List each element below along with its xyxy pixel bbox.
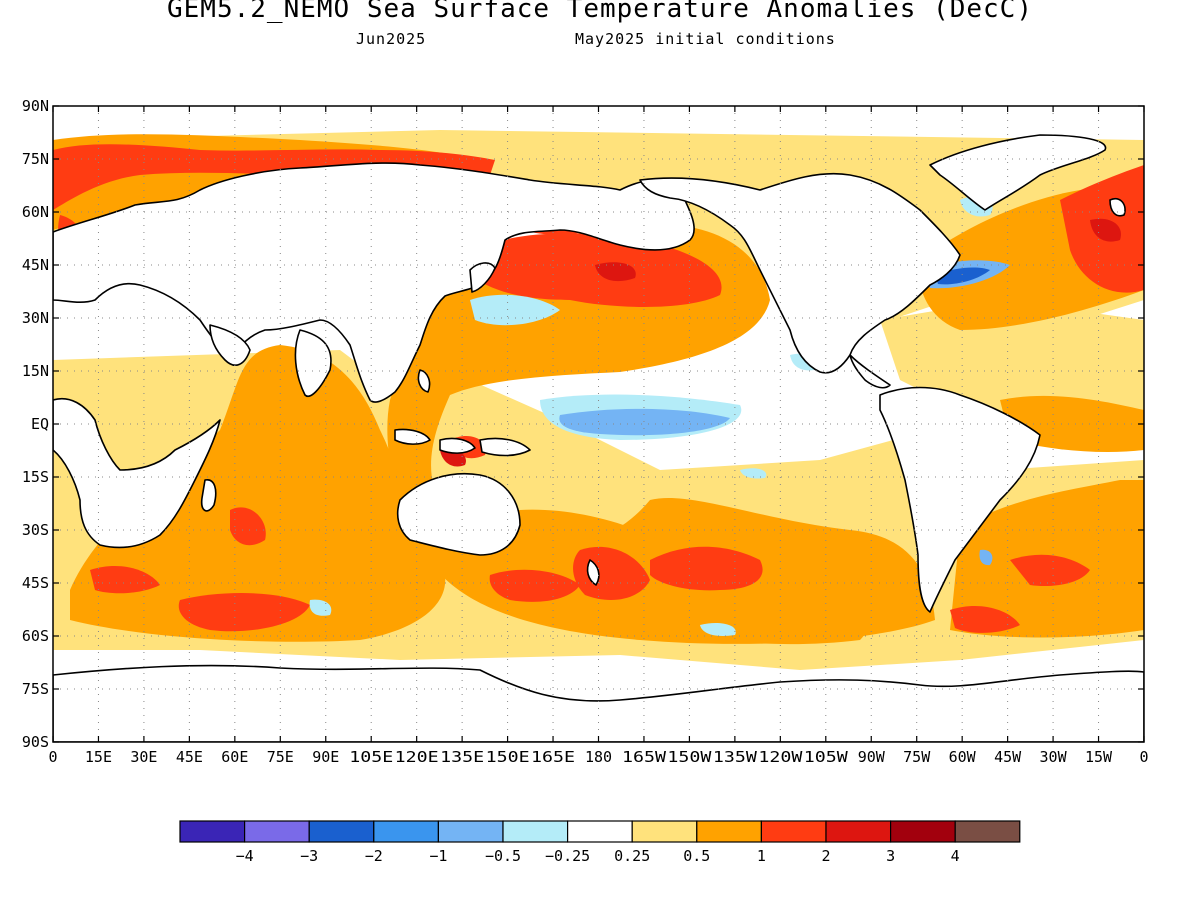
map-title: GEM5.2_NEMO Sea Surface Temperature Anom… [167, 0, 1033, 24]
lat-tick-label: 45N [22, 256, 49, 274]
lat-tick-label: 45S [22, 574, 49, 592]
colorbar-swatch [889, 820, 956, 843]
lon-tick-label: 30W [1040, 748, 1068, 766]
lon-tick-label: 0 [48, 748, 57, 766]
lat-tick-label: 60N [22, 203, 49, 221]
lon-tick-label: 150E [486, 748, 530, 766]
lon-tick-label: 180 [585, 748, 612, 766]
colorbar-swatch [437, 820, 504, 843]
lat-tick-label: 90S [22, 733, 49, 751]
lat-tick-label: EQ [31, 415, 49, 433]
forecast-month: Jun2025 [356, 30, 427, 48]
lat-tick-label: 75N [22, 150, 49, 168]
colorbar-swatch [244, 820, 310, 843]
colorbar-swatch [825, 820, 892, 843]
lon-tick-label: 135E [440, 748, 484, 766]
lon-tick-label: 0 [1139, 748, 1148, 766]
lon-tick-label: 165W [622, 748, 667, 766]
colorbar-swatch [631, 820, 698, 843]
lat-tick-label: 15S [22, 468, 49, 486]
colorbar-label: 0.5 [683, 847, 710, 865]
colorbar-label: −0.25 [545, 847, 590, 865]
lon-tick-label: 75E [267, 748, 294, 766]
lon-tick-label: 30E [130, 748, 157, 766]
lon-tick-label: 45E [176, 748, 203, 766]
lon-tick-label: 105W [804, 748, 849, 766]
lat-tick-label: 30S [22, 521, 49, 539]
colorbar-swatch [308, 820, 375, 843]
colorbar-label: 1 [757, 847, 766, 865]
lon-tick-label: 15E [85, 748, 112, 766]
colorbar: −4 −3 −2 −1 −0.5 −0.25 0.25 0.5 1 2 3 4 [179, 820, 1021, 865]
lon-tick-label: 75W [903, 748, 931, 766]
lon-tick-label: 165E [531, 748, 575, 766]
colorbar-label: 4 [951, 847, 960, 865]
colorbar-swatch [760, 820, 827, 843]
colorbar-label: 0.25 [614, 847, 650, 865]
colorbar-swatch [566, 820, 633, 843]
lon-tick-label: 90W [858, 748, 886, 766]
colorbar-label: −1 [429, 847, 447, 865]
colorbar-swatch [373, 820, 439, 843]
lon-tick-label: 45W [994, 748, 1022, 766]
latitude-axis: 90N 75N 60N 45N 30N 15N EQ 15S 30S 45S 60S 75S 90S [22, 97, 1144, 751]
colorbar-label: −0.5 [485, 847, 521, 865]
colorbar-label: −3 [300, 847, 318, 865]
lon-tick-label: 60E [221, 748, 248, 766]
lon-tick-label: 105E [349, 748, 393, 766]
initial-conditions-label: May2025 initial conditions [575, 30, 836, 48]
lon-tick-label: 135W [713, 748, 758, 766]
colorbar-label: −4 [236, 847, 254, 865]
lon-tick-label: 120W [758, 748, 803, 766]
lat-tick-label: 30N [22, 309, 49, 327]
colorbar-swatch [179, 820, 246, 843]
lon-tick-label: 15W [1085, 748, 1113, 766]
lon-tick-label: 150W [667, 748, 712, 766]
colorbar-label: 3 [886, 847, 895, 865]
colorbar-swatch [696, 820, 762, 843]
lon-tick-label: 120E [395, 748, 439, 766]
colorbar-label: 2 [821, 847, 830, 865]
lat-tick-label: 90N [22, 97, 49, 115]
lon-tick-label: 60W [949, 748, 977, 766]
graticule [53, 106, 1144, 742]
lat-tick-label: 15N [22, 362, 49, 380]
colorbar-label: −2 [365, 847, 383, 865]
lat-tick-label: 75S [22, 680, 49, 698]
lon-tick-label: 90E [312, 748, 339, 766]
colorbar-swatch [954, 820, 1021, 843]
colorbar-swatch [502, 820, 569, 843]
longitude-axis: 0 15E 30E 45E 60E 75E 90E 105E 120E 135E 150E 165E 1… [48, 106, 1149, 766]
lat-tick-label: 60S [22, 627, 49, 645]
